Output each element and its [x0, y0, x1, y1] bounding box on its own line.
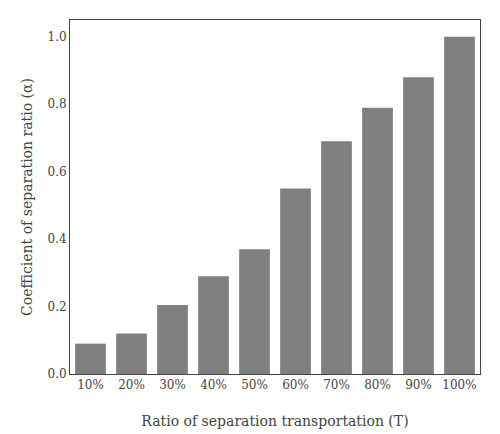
- svg-text:60%: 60%: [282, 378, 309, 392]
- svg-text:0.4: 0.4: [48, 232, 67, 246]
- svg-text:20%: 20%: [118, 378, 145, 392]
- svg-text:Ratio of separation transporta: Ratio of separation transportation (T): [141, 413, 408, 429]
- svg-text:0.0: 0.0: [48, 367, 67, 381]
- svg-text:80%: 80%: [364, 378, 391, 392]
- svg-text:0.8: 0.8: [48, 97, 67, 111]
- svg-text:0.2: 0.2: [48, 300, 67, 314]
- svg-text:40%: 40%: [200, 378, 227, 392]
- svg-text:30%: 30%: [159, 378, 186, 392]
- svg-text:70%: 70%: [323, 378, 350, 392]
- svg-text:50%: 50%: [241, 378, 268, 392]
- svg-text:0.6: 0.6: [48, 165, 67, 179]
- svg-text:90%: 90%: [405, 378, 432, 392]
- svg-text:Coefficient of separation rati: Coefficient of separation ratio (α): [19, 78, 35, 316]
- svg-text:10%: 10%: [77, 378, 104, 392]
- svg-text:1.0: 1.0: [48, 30, 67, 44]
- svg-text:100%: 100%: [442, 378, 476, 392]
